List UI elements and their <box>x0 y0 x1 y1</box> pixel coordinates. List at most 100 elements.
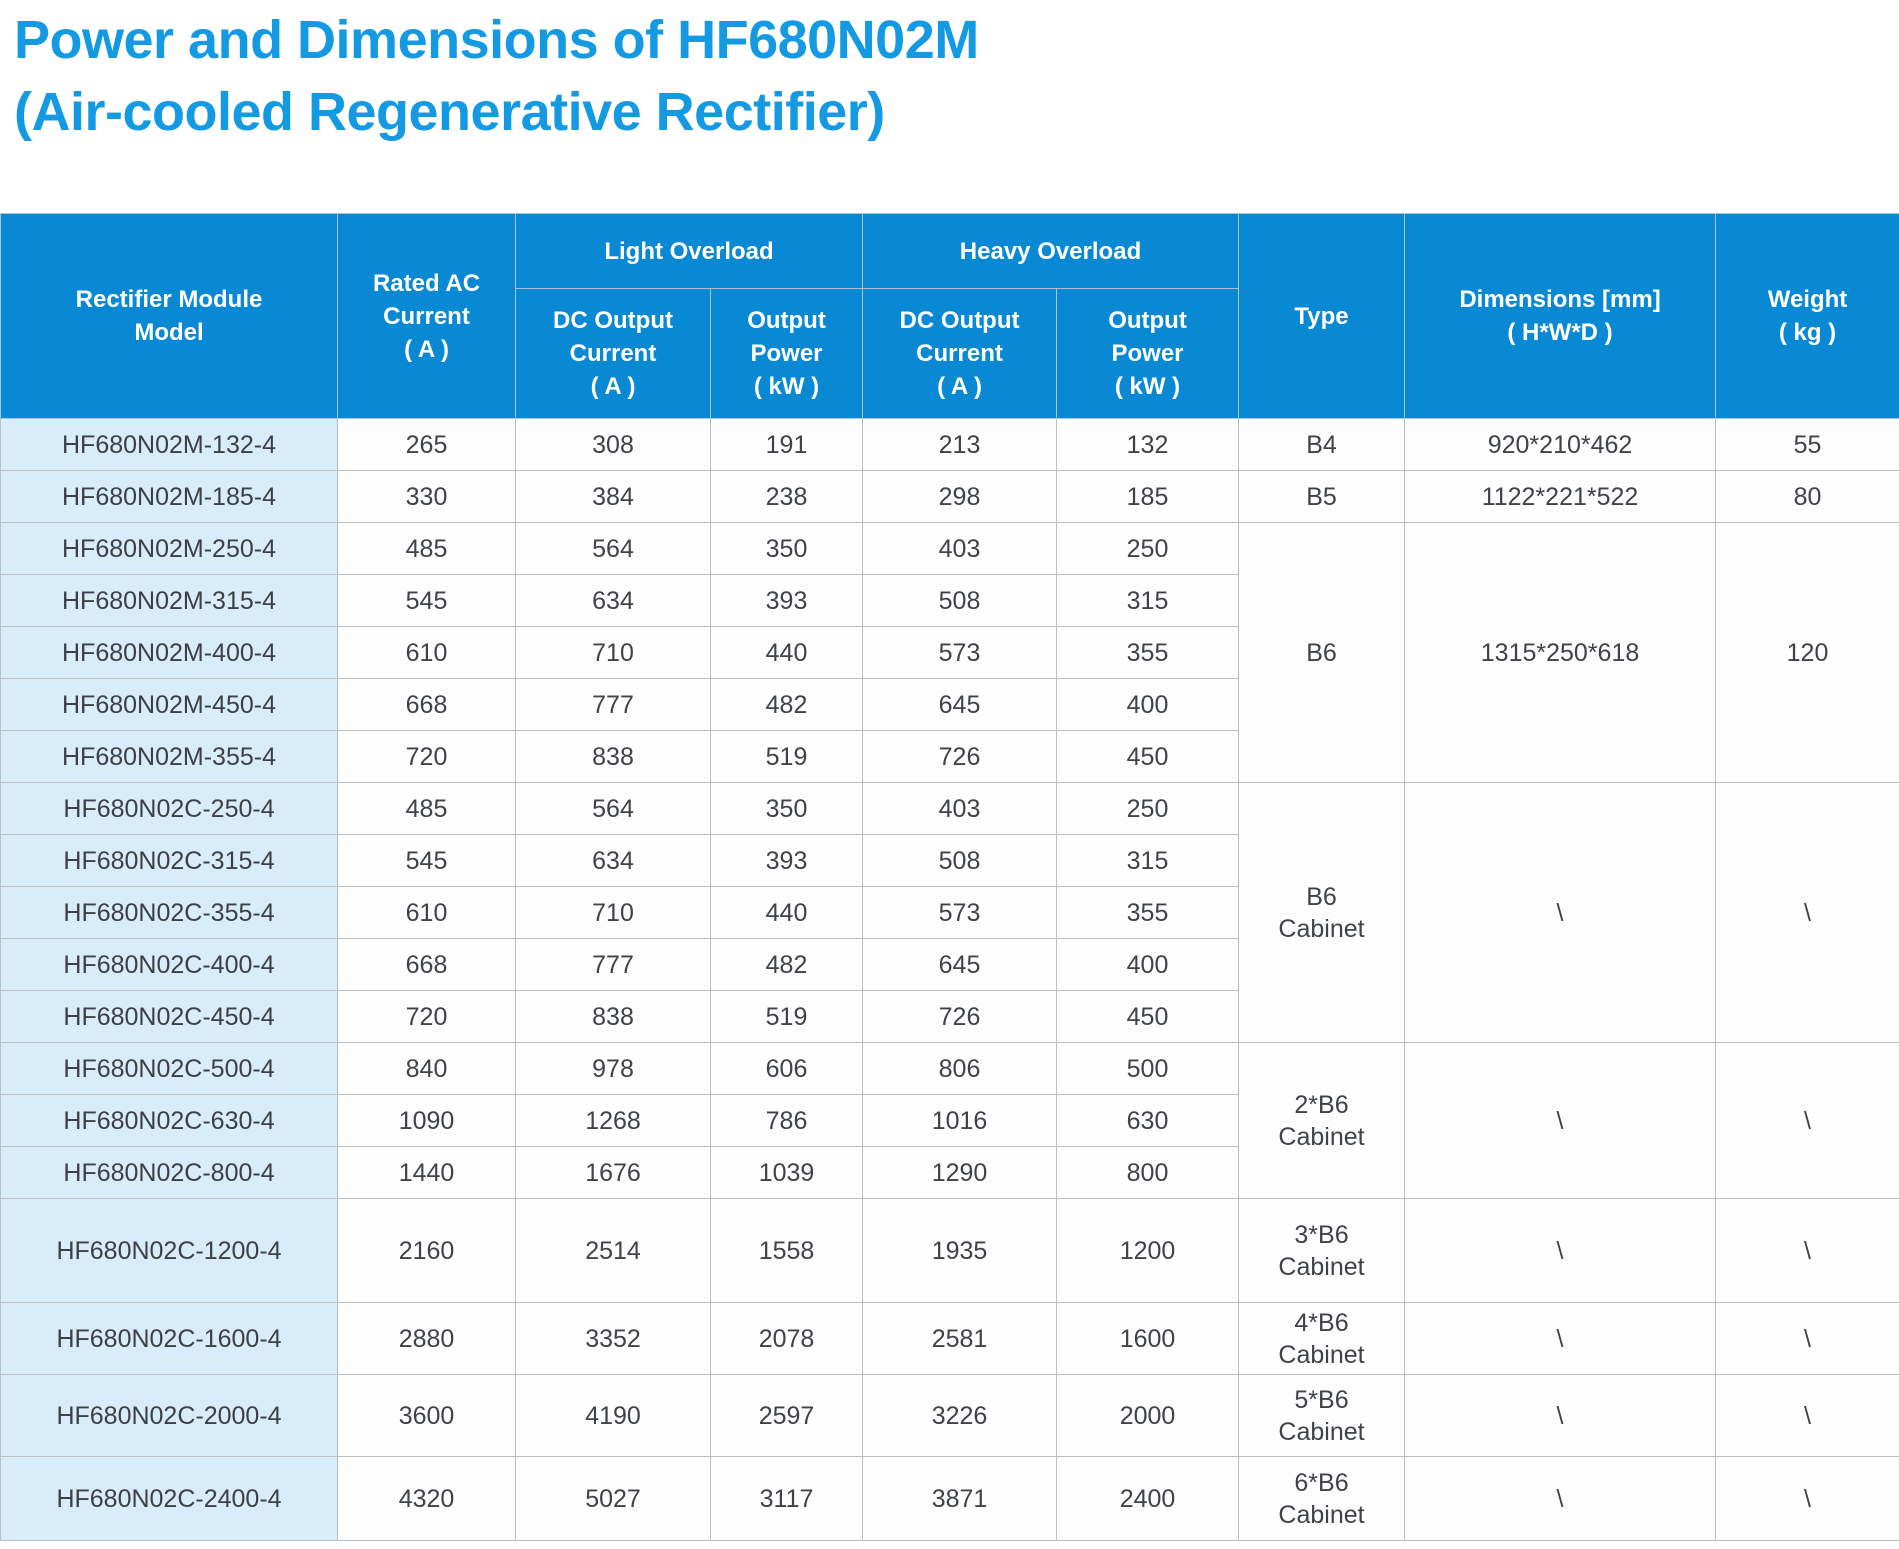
weight-cell: 55 <box>1715 418 1899 471</box>
dimensions-cell: \ <box>1404 1302 1717 1375</box>
table-row: HF680N02C-2400-4 4320 5027 3117 3871 240… <box>0 1456 1899 1541</box>
rated-ac-cell: 2880 <box>337 1302 516 1375</box>
ho-power-cell: 355 <box>1056 886 1240 939</box>
lo-power-cell: 482 <box>709 678 864 731</box>
weight-cell: 80 <box>1715 470 1899 523</box>
lo-power-cell: 393 <box>709 574 864 627</box>
rated-ac-cell: 720 <box>337 730 516 783</box>
rated-ac-cell: 610 <box>337 626 516 679</box>
ho-power-cell: 800 <box>1056 1146 1240 1199</box>
rated-ac-cell: 610 <box>337 886 516 939</box>
ho-power-cell: 450 <box>1056 990 1240 1043</box>
model-cell: HF680N02C-355-4 <box>0 886 338 939</box>
ho-power-cell: 1200 <box>1056 1198 1240 1303</box>
ho-current-cell: 403 <box>862 782 1058 835</box>
type-cell: 4*B6 Cabinet <box>1238 1302 1406 1375</box>
lo-current-cell: 1268 <box>515 1094 711 1147</box>
rated-ac-cell: 1090 <box>337 1094 516 1147</box>
rated-ac-cell: 2160 <box>337 1198 516 1303</box>
ho-current-cell: 3226 <box>862 1374 1058 1457</box>
lo-current-cell: 1676 <box>515 1146 711 1199</box>
rated-ac-cell: 3600 <box>337 1374 516 1457</box>
model-cell: HF680N02C-2000-4 <box>0 1374 338 1457</box>
model-cell: HF680N02C-400-4 <box>0 938 338 991</box>
lo-power-cell: 440 <box>709 886 864 939</box>
ho-power-cell: 355 <box>1056 626 1240 679</box>
model-cell: HF680N02C-800-4 <box>0 1146 338 1199</box>
rated-ac-cell: 265 <box>337 418 516 471</box>
table-body: HF680N02M-132-4 265 308 191 213 132 B4 9… <box>0 418 1899 1541</box>
table-row: HF680N02M-315-4 545 634 393 508 315 <box>0 574 1899 627</box>
lo-current-cell: 634 <box>515 574 711 627</box>
ho-current-cell: 645 <box>862 678 1058 731</box>
lo-current-cell: 777 <box>515 938 711 991</box>
col-header-weight: Weight ( kg ) <box>1715 213 1899 419</box>
weight-cell: \ <box>1715 1302 1899 1375</box>
rated-ac-cell: 840 <box>337 1042 516 1095</box>
dimensions-cell-merged: 1315*250*618 <box>1404 522 1717 783</box>
col-header-ho-dc-current: DC Output Current ( A ) <box>862 288 1058 419</box>
ho-power-cell: 1600 <box>1056 1302 1240 1375</box>
col-header-rated-ac: Rated AC Current ( A ) <box>337 213 516 419</box>
table-row: HF680N02C-1200-4 2160 2514 1558 1935 120… <box>0 1198 1899 1303</box>
rated-ac-cell: 668 <box>337 938 516 991</box>
rectifier-spec-table: Rectifier Module Model Rated AC Current … <box>0 213 1899 1541</box>
lo-power-cell: 482 <box>709 938 864 991</box>
lo-current-cell: 838 <box>515 730 711 783</box>
lo-power-cell: 2078 <box>709 1302 864 1375</box>
model-cell: HF680N02C-250-4 <box>0 782 338 835</box>
table-row: HF680N02M-400-4 610 710 440 573 355 <box>0 626 1899 679</box>
dimensions-cell: \ <box>1404 1374 1717 1457</box>
table-row: HF680N02C-800-4 1440 1676 1039 1290 800 <box>0 1146 1899 1199</box>
ho-current-cell: 213 <box>862 418 1058 471</box>
ho-power-cell: 315 <box>1056 574 1240 627</box>
lo-power-cell: 606 <box>709 1042 864 1095</box>
rated-ac-cell: 485 <box>337 782 516 835</box>
ho-current-cell: 1016 <box>862 1094 1058 1147</box>
table-row: HF680N02C-500-4 840 978 606 806 500 2*B6… <box>0 1042 1899 1199</box>
model-cell: HF680N02M-315-4 <box>0 574 338 627</box>
ho-current-cell: 573 <box>862 886 1058 939</box>
group-header-light-overload: Light Overload <box>514 213 864 289</box>
model-cell: HF680N02M-132-4 <box>0 418 338 471</box>
model-cell: HF680N02M-450-4 <box>0 678 338 731</box>
lo-current-cell: 308 <box>515 418 711 471</box>
rated-ac-cell: 330 <box>337 470 516 523</box>
lo-current-cell: 838 <box>515 990 711 1043</box>
lo-current-cell: 710 <box>515 886 711 939</box>
lo-current-cell: 5027 <box>515 1456 711 1541</box>
table-row: HF680N02C-450-4 720 838 519 726 450 <box>0 990 1899 1043</box>
ho-current-cell: 726 <box>862 730 1058 783</box>
rated-ac-cell: 485 <box>337 522 516 575</box>
lo-current-cell: 4190 <box>515 1374 711 1457</box>
ho-power-cell: 250 <box>1056 522 1240 575</box>
lo-power-cell: 1039 <box>709 1146 864 1199</box>
page-title-line-1: Power and Dimensions of HF680N02M <box>14 10 979 70</box>
type-cell: B5 <box>1238 470 1406 523</box>
lo-power-cell: 1558 <box>709 1198 864 1303</box>
page-title-line-2: (Air-cooled Regenerative Rectifier) <box>14 82 885 142</box>
type-cell: B4 <box>1238 418 1406 471</box>
ho-power-cell: 500 <box>1056 1042 1240 1095</box>
dimensions-cell: 1122*221*522 <box>1404 470 1717 523</box>
rated-ac-cell: 545 <box>337 574 516 627</box>
col-header-model: Rectifier Module Model <box>0 213 338 419</box>
model-cell: HF680N02M-185-4 <box>0 470 338 523</box>
table-row: HF680N02C-2000-4 3600 4190 2597 3226 200… <box>0 1374 1899 1457</box>
rated-ac-cell: 1440 <box>337 1146 516 1199</box>
ho-current-cell: 508 <box>862 574 1058 627</box>
weight-cell-merged: 120 <box>1715 522 1899 783</box>
ho-current-cell: 645 <box>862 938 1058 991</box>
lo-power-cell: 238 <box>709 470 864 523</box>
table-row: HF680N02C-400-4 668 777 482 645 400 <box>0 938 1899 991</box>
lo-power-cell: 786 <box>709 1094 864 1147</box>
lo-power-cell: 350 <box>709 522 864 575</box>
rated-ac-cell: 545 <box>337 834 516 887</box>
table-row: HF680N02C-315-4 545 634 393 508 315 <box>0 834 1899 887</box>
type-cell-merged: 2*B6 Cabinet <box>1238 1042 1406 1199</box>
ho-power-cell: 630 <box>1056 1094 1240 1147</box>
table-header: Rectifier Module Model Rated AC Current … <box>0 213 1899 419</box>
lo-power-cell: 519 <box>709 730 864 783</box>
col-header-lo-output-power: Output Power ( kW ) <box>709 288 864 419</box>
model-cell: HF680N02M-355-4 <box>0 730 338 783</box>
